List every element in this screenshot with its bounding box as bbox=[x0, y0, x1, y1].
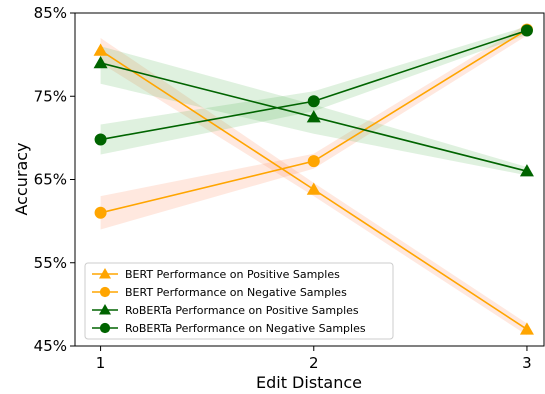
legend-label: BERT Performance on Negative Samples bbox=[125, 286, 347, 299]
data-point-s4-3 bbox=[520, 24, 533, 37]
y-tick-label: 85% bbox=[34, 4, 67, 22]
data-point-s3-1 bbox=[93, 55, 108, 69]
data-point-s4-1 bbox=[94, 133, 107, 146]
legend-marker bbox=[99, 304, 111, 315]
legend-entry-2: BERT Performance on Negative Samples bbox=[92, 286, 347, 299]
legend-entry-4: RoBERTa Performance on Negative Samples bbox=[92, 322, 366, 335]
confidence-band-2 bbox=[100, 23, 527, 230]
y-tick-label: 45% bbox=[34, 337, 67, 355]
y-axis: 45% 55% 65% 75% 85% bbox=[34, 4, 75, 355]
legend-marker bbox=[99, 286, 111, 298]
legend-box bbox=[84, 262, 394, 340]
legend-label: RoBERTa Performance on Positive Samples bbox=[125, 304, 359, 317]
data-point-s3-3 bbox=[519, 164, 534, 177]
data-point-s3-2 bbox=[306, 110, 321, 123]
legend-entry-3: RoBERTa Performance on Positive Samples bbox=[92, 304, 359, 317]
legend-marker bbox=[99, 322, 111, 334]
x-tick-label: 3 bbox=[522, 354, 532, 372]
legend-label: RoBERTa Performance on Negative Samples bbox=[125, 322, 366, 335]
x-tick-label: 2 bbox=[309, 354, 319, 372]
y-tick-label: 75% bbox=[34, 87, 67, 105]
data-point-s1-2 bbox=[306, 182, 321, 195]
legend: BERT Performance on Positive Samples BERT… bbox=[84, 262, 394, 340]
confidence-band-4 bbox=[100, 26, 527, 155]
x-tick-label: 1 bbox=[96, 354, 106, 372]
x-axis: 1 2 3 bbox=[96, 346, 532, 372]
data-point-s2-2 bbox=[307, 155, 320, 168]
series-markers bbox=[93, 23, 534, 335]
y-axis-title: Accuracy bbox=[12, 142, 31, 215]
data-point-s2-1 bbox=[94, 206, 107, 219]
x-axis-title: Edit Distance bbox=[256, 373, 362, 392]
data-point-s4-2 bbox=[307, 95, 320, 108]
data-point-s1-1 bbox=[93, 43, 108, 56]
legend-marker bbox=[99, 268, 111, 279]
y-tick-label: 55% bbox=[34, 254, 67, 272]
data-point-s1-3 bbox=[519, 322, 534, 335]
legend-entry-1: BERT Performance on Positive Samples bbox=[92, 268, 340, 281]
y-tick-label: 65% bbox=[34, 171, 67, 189]
legend-label: BERT Performance on Positive Samples bbox=[125, 268, 340, 281]
